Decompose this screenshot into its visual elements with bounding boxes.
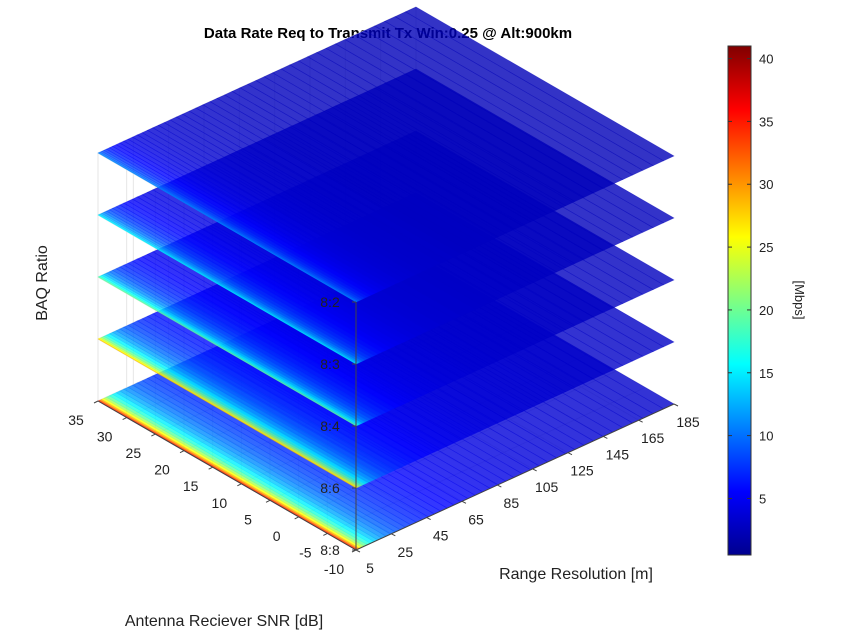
colorbar-tick-label: 10 (759, 429, 773, 444)
z-tick-label: 8:3 (320, 356, 340, 372)
colorbar: 5 10 15 20 25 30 35 40 [Mbps] (727, 45, 807, 556)
x-tick (603, 435, 608, 439)
y-tick (323, 532, 328, 536)
x-tick (673, 403, 679, 407)
y-tick-label: 30 (97, 429, 113, 445)
y-tick-label: 0 (273, 528, 281, 544)
colorbar-gradient (727, 45, 752, 556)
x-axis-line (355, 403, 675, 551)
z-tick-label: 8:2 (320, 294, 340, 310)
axes-lines (93, 301, 679, 553)
x-tick-label: 145 (606, 446, 630, 462)
colorbar-tick-label: 35 (759, 114, 773, 129)
x-tick-label: 65 (468, 511, 484, 527)
y-tick (93, 400, 99, 404)
x-tick (638, 419, 643, 423)
colorbar-tick-label: 25 (759, 240, 773, 255)
y-tick-label: 5 (244, 511, 252, 527)
y-axis-label: Antenna Reciever SNR [dB] (125, 613, 323, 630)
y-tick (208, 466, 213, 470)
x-tick-label: 85 (504, 495, 520, 511)
colorbar-tick-label: 20 (759, 303, 773, 318)
colorbar-tick-label: 5 (759, 491, 766, 506)
y-tick-label: -10 (324, 561, 344, 577)
x-tick (461, 500, 467, 504)
y-tick-label: 20 (154, 462, 170, 478)
x-tick-label: 25 (398, 544, 414, 560)
y-tick (179, 450, 185, 454)
tick-labels: 5 25 45 65 85 105 125 145 165 185 -10 -5 0 5 10 15 20 25 3… (68, 294, 700, 577)
y-tick (294, 516, 299, 520)
z-tick-label: 8:8 (320, 542, 340, 558)
y-axis-line (97, 400, 357, 551)
x-tick (532, 468, 537, 472)
y-tick (122, 417, 127, 421)
y-tick-label: 15 (183, 478, 199, 494)
z-tick-label: 8:4 (320, 418, 340, 434)
x-tick-label: 165 (641, 430, 665, 446)
surface-layer-8:2 (97, 6, 675, 303)
x-tick-label: 125 (570, 463, 594, 479)
x-tick (355, 549, 361, 553)
surface-strip (404, 6, 675, 162)
y-tick (151, 433, 156, 437)
z-axis-label: BAQ Ratio (34, 245, 51, 321)
y-tick (265, 499, 271, 503)
colorbar-tick-label: 30 (759, 177, 773, 192)
colorbar-tick-label: 40 (759, 52, 773, 67)
colorbar-ticks: 5 10 15 20 25 30 35 40 (728, 52, 773, 506)
y-tick (237, 483, 242, 487)
y-tick-label: 35 (68, 412, 84, 428)
colorbar-tick-label: 15 (759, 366, 773, 381)
y-tick-label: 25 (126, 445, 142, 461)
x-tick (497, 484, 502, 488)
colorbar-label: [Mbps] (792, 280, 807, 319)
y-tick-label: -5 (299, 544, 312, 560)
y-tick-label: 10 (212, 495, 228, 511)
x-tick (391, 533, 396, 537)
x-tick-label: 5 (366, 560, 374, 576)
x-axis-label: Range Resolution [m] (499, 566, 653, 583)
surface-layers (97, 6, 675, 551)
x-tick-label: 185 (676, 414, 700, 430)
x-tick (426, 517, 431, 521)
x-tick-label: 105 (535, 479, 559, 495)
z-tick-label: 8:6 (320, 480, 340, 496)
x-tick (567, 452, 573, 456)
x-tick-label: 45 (433, 528, 449, 544)
